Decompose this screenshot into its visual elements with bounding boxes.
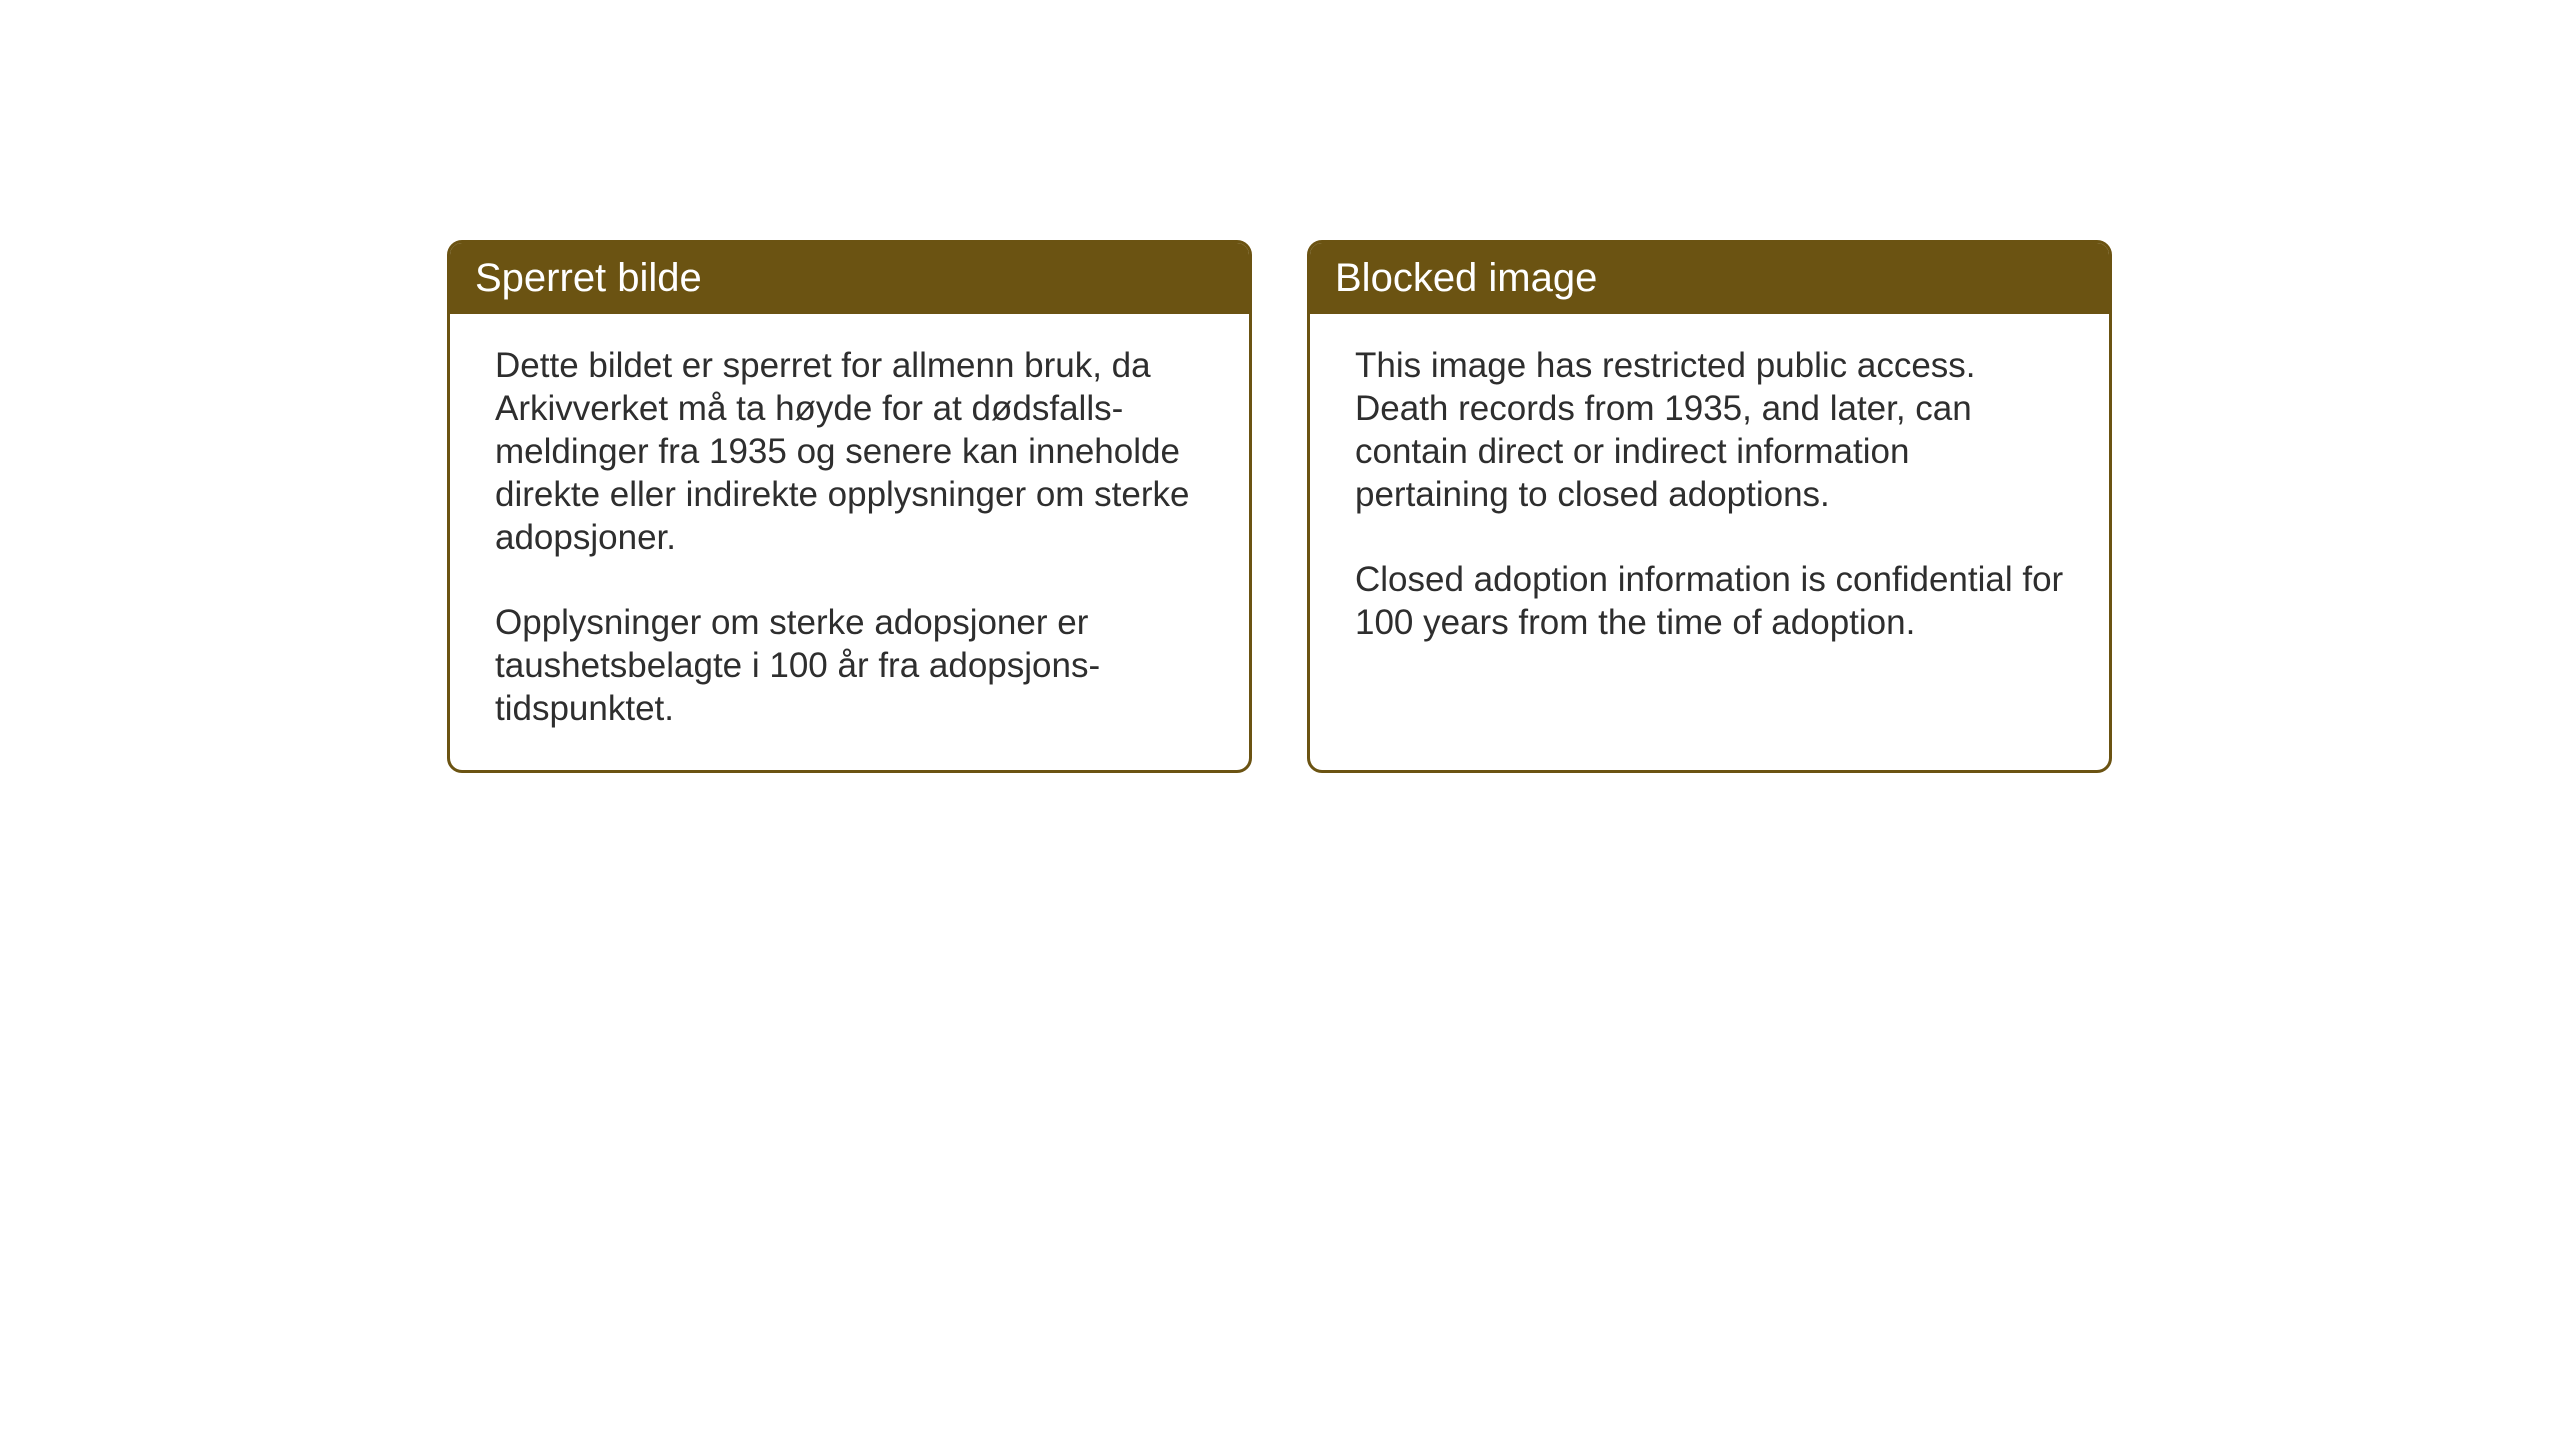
notice-header-english: Blocked image — [1310, 243, 2109, 314]
notice-body-english: This image has restricted public access.… — [1310, 314, 2109, 709]
notice-paragraph-2-english: Closed adoption information is confident… — [1355, 558, 2064, 644]
notice-container: Sperret bilde Dette bildet er sperret fo… — [447, 240, 2112, 773]
notice-body-norwegian: Dette bildet er sperret for allmenn bruk… — [450, 314, 1249, 770]
notice-paragraph-2-norwegian: Opplysninger om sterke adopsjoner er tau… — [495, 601, 1204, 730]
notice-header-norwegian: Sperret bilde — [450, 243, 1249, 314]
notice-paragraph-1-norwegian: Dette bildet er sperret for allmenn bruk… — [495, 344, 1204, 559]
notice-paragraph-1-english: This image has restricted public access.… — [1355, 344, 2064, 516]
notice-card-english: Blocked image This image has restricted … — [1307, 240, 2112, 773]
notice-card-norwegian: Sperret bilde Dette bildet er sperret fo… — [447, 240, 1252, 773]
